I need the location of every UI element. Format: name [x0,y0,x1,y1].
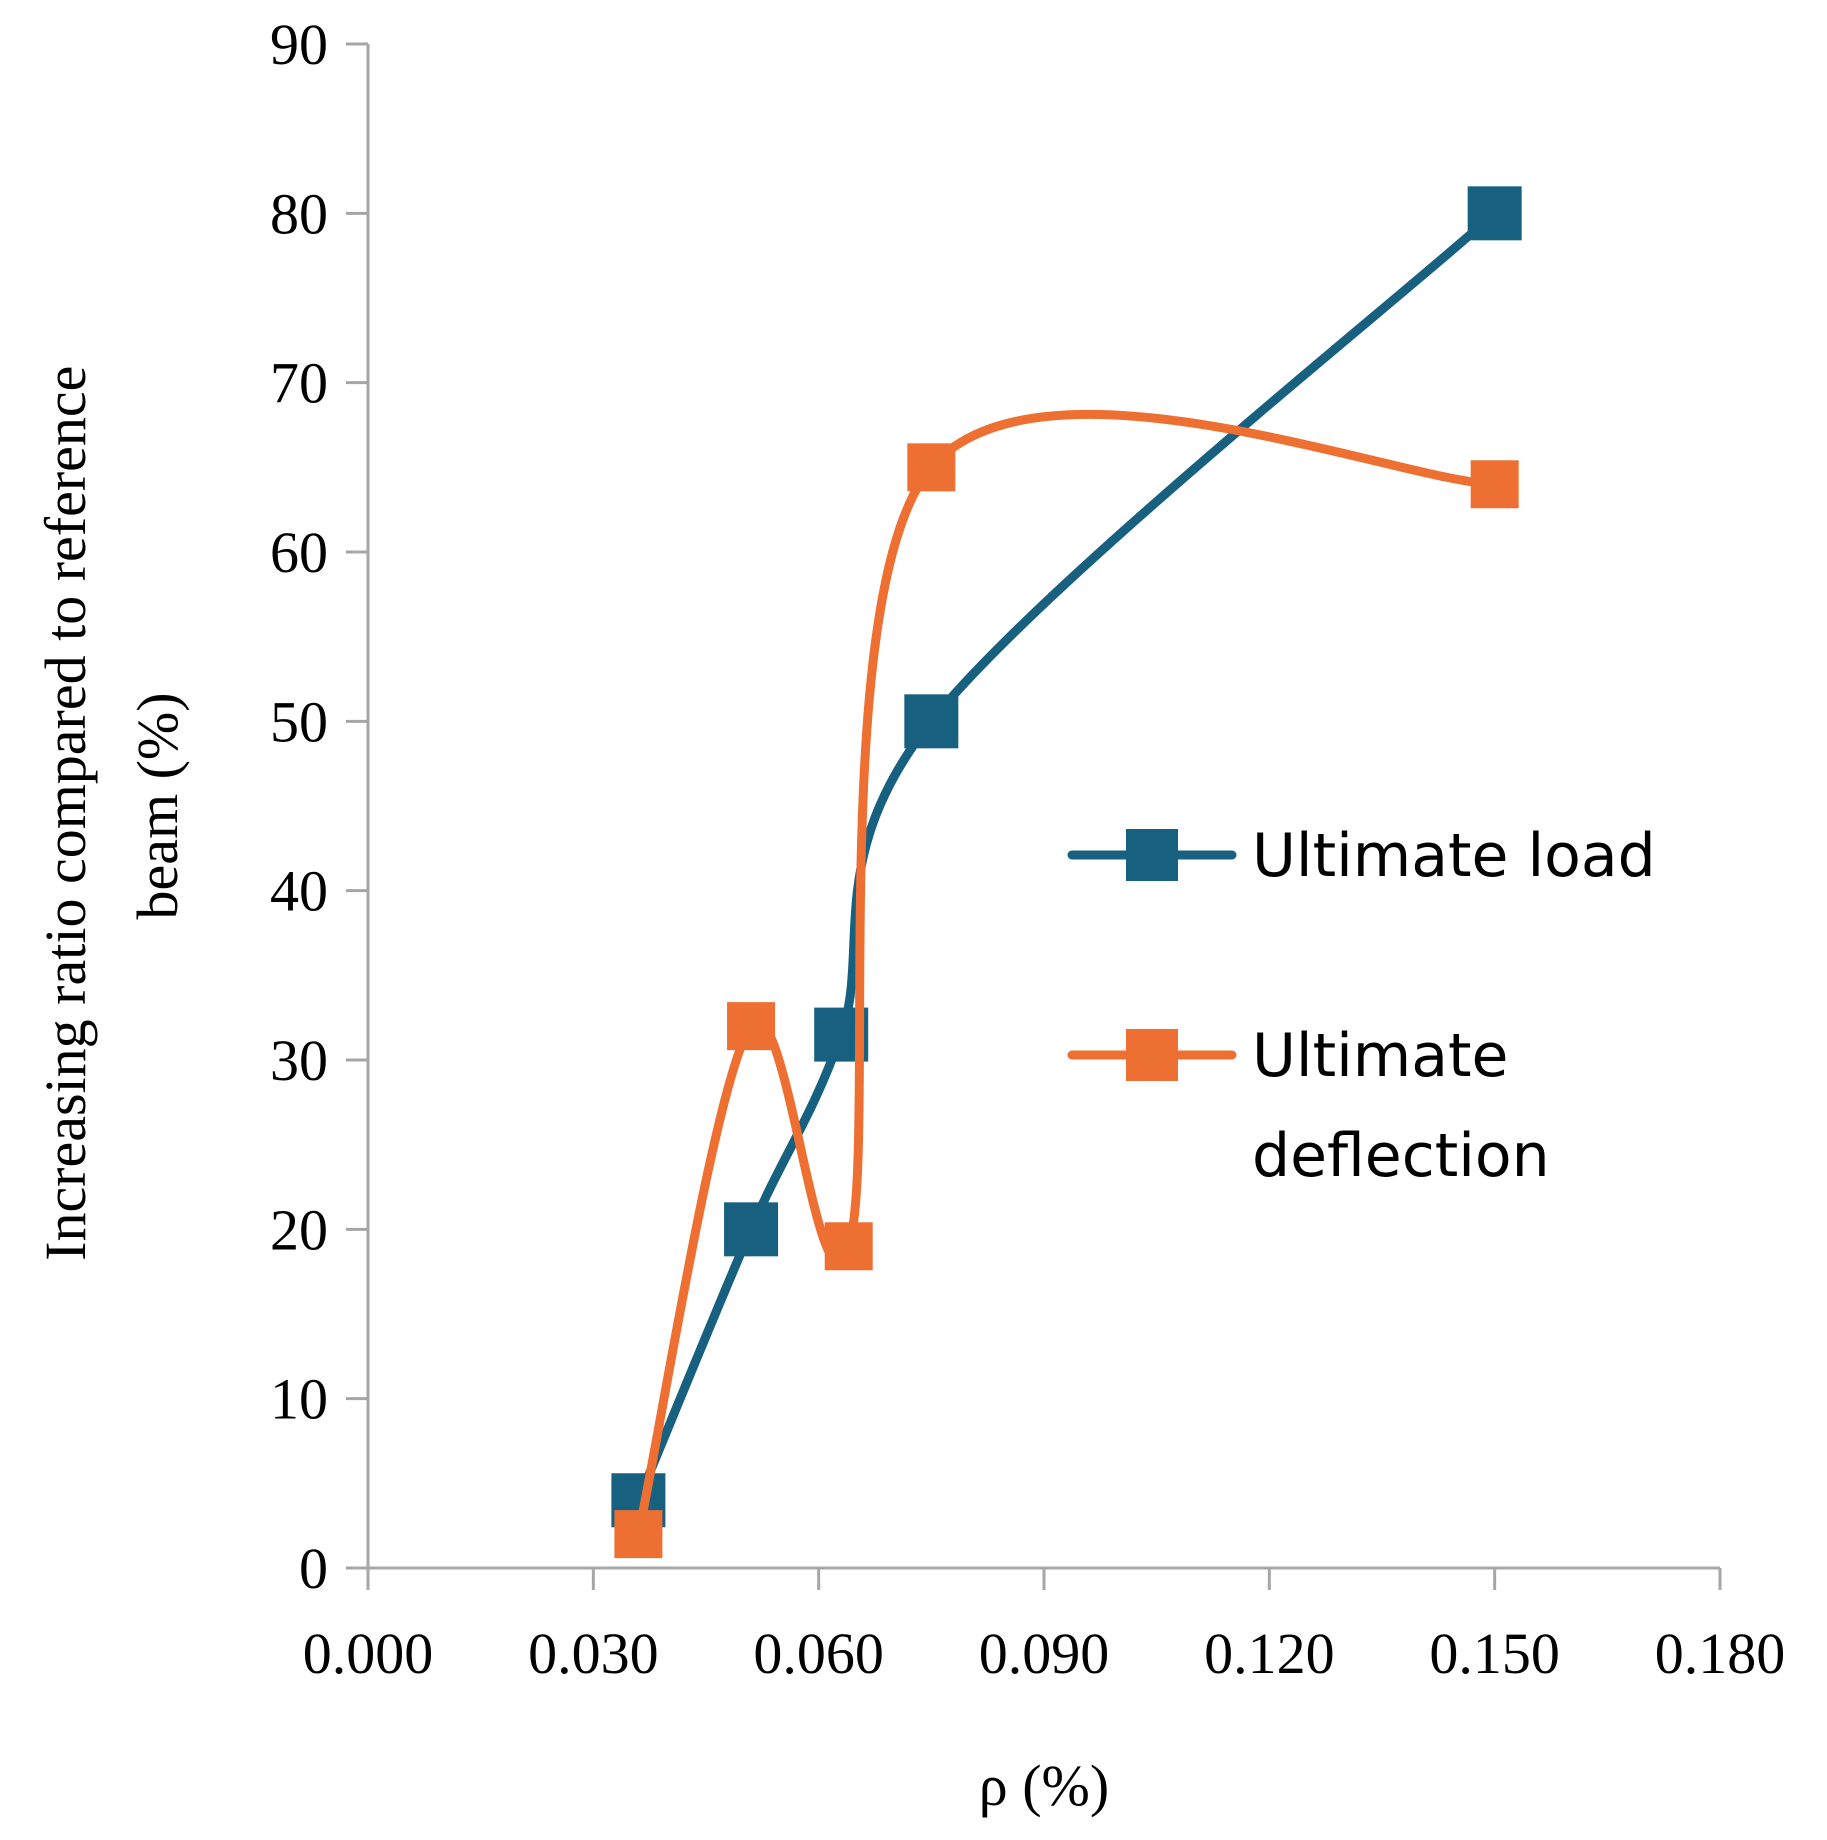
y-tick-label: 60 [270,520,328,585]
y-tick-label: 70 [270,351,328,416]
data-point-marker [824,1222,873,1271]
x-axis-ticks: 0.000 0.030 0.060 0.090 0.120 0.150 0.180 [303,1568,1786,1686]
x-tick-label: 0.030 [528,1621,659,1686]
y-axis-title-line-1: Increasing ratio compared to reference [33,366,98,1261]
x-tick-label: 0.090 [979,1621,1110,1686]
series-layer [611,186,1522,1559]
x-tick-label: 0.060 [753,1621,884,1686]
y-tick-label: 20 [270,1197,328,1262]
y-tick-label: 90 [270,12,328,77]
x-tick-label: 0.120 [1204,1621,1335,1686]
series-line [633,409,1500,1539]
y-axis-ticks: 0 10 20 30 40 50 60 70 80 90 [270,12,368,1601]
data-point-marker [904,694,959,749]
data-point-marker [727,1002,776,1051]
series-line [633,208,1500,1505]
legend-label: deflection [1252,1121,1550,1191]
data-point-marker [1467,186,1522,241]
legend-swatch-marker [1126,1029,1178,1081]
y-tick-label: 30 [270,1028,328,1093]
legend-label: Ultimate load [1252,821,1656,891]
y-tick-label: 80 [270,181,328,246]
data-point-marker [614,1510,663,1559]
legend-item-2: Ultimate deflection [1067,1021,1550,1191]
data-point-marker [907,443,956,492]
x-tick-label: 0.000 [303,1621,434,1686]
x-tick-label: 0.150 [1429,1621,1560,1686]
x-tick-label: 0.180 [1655,1621,1786,1686]
y-axis-title: Increasing ratio compared to reference b… [33,351,190,1261]
y-tick-label: 40 [270,859,328,924]
y-axis-title-line-2: beam (%) [125,692,190,919]
y-tick-label: 50 [270,689,328,754]
legend-label: Ultimate [1252,1021,1508,1091]
legend: Ultimate load Ultimate deflection [1067,821,1656,1191]
legend-item-1: Ultimate load [1067,821,1656,891]
y-tick-label: 0 [299,1536,328,1601]
data-point-marker [1470,460,1519,509]
y-tick-label: 10 [270,1367,328,1432]
axes [366,44,1720,1570]
series-2 [614,409,1519,1559]
legend-swatch-marker [1126,829,1178,881]
data-point-marker [724,1202,779,1257]
x-axis-title: ρ (%) [979,1753,1109,1818]
